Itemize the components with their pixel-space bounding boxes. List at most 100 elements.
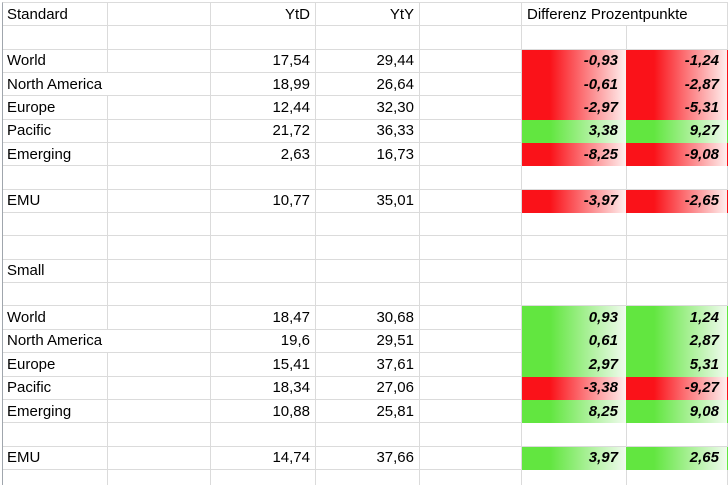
cell-empty[interactable] — [316, 283, 420, 307]
cell-empty[interactable] — [316, 423, 420, 447]
cell-empty[interactable] — [108, 469, 211, 485]
cell-empty[interactable] — [420, 166, 522, 190]
cell-empty[interactable] — [108, 166, 211, 190]
cell-empty[interactable] — [420, 469, 522, 485]
cell-empty[interactable] — [522, 236, 627, 260]
cell-ytd-value[interactable]: 18,34 — [211, 376, 316, 400]
cell-yty-value[interactable]: 36,33 — [316, 119, 420, 144]
cell-empty[interactable] — [627, 469, 728, 485]
cell-diff-ytd[interactable]: 3,38 — [522, 119, 627, 144]
cell-row-label[interactable]: Emerging — [3, 143, 108, 167]
cell-empty[interactable] — [627, 166, 728, 190]
cell-diff-yty[interactable]: 9,27 — [627, 119, 728, 144]
cell-section-label[interactable]: Small — [3, 259, 108, 284]
cell-row-label[interactable]: EMU — [3, 189, 108, 214]
cell-empty[interactable] — [108, 96, 211, 120]
cell-diff-yty[interactable]: 9,08 — [627, 399, 728, 424]
cell-empty[interactable] — [420, 353, 522, 377]
cell-empty[interactable] — [627, 283, 728, 307]
cell-empty[interactable] — [108, 446, 211, 470]
cell-diff-ytd[interactable]: 2,97 — [522, 353, 627, 377]
cell-empty[interactable] — [211, 26, 316, 50]
cell-yty-value[interactable]: 26,64 — [316, 73, 420, 97]
cell-empty[interactable] — [420, 259, 522, 284]
cell-empty[interactable] — [108, 236, 211, 260]
cell-empty[interactable] — [627, 26, 728, 50]
cell-diff-yty[interactable]: 5,31 — [627, 353, 728, 377]
cell-empty[interactable] — [3, 26, 108, 50]
cell-empty[interactable] — [420, 189, 522, 214]
cell-row-label[interactable]: Pacific — [3, 119, 108, 144]
cell-empty[interactable] — [211, 259, 316, 284]
cell-empty[interactable] — [420, 26, 522, 50]
cell-empty[interactable] — [3, 166, 108, 190]
cell-empty[interactable] — [316, 469, 420, 485]
cell-diff-yty[interactable]: -9,08 — [627, 143, 728, 167]
cell-empty[interactable] — [211, 469, 316, 485]
cell-row-label[interactable]: Europe — [3, 96, 108, 120]
cell-ytd-value[interactable]: 10,88 — [211, 399, 316, 424]
cell-yty-value[interactable]: 29,51 — [316, 329, 420, 354]
cell-row-label[interactable]: Pacific — [3, 376, 108, 400]
cell-empty[interactable] — [108, 3, 211, 27]
cell-empty[interactable] — [3, 283, 108, 307]
cell-row-label[interactable]: World — [3, 306, 108, 330]
cell-yty-value[interactable]: 25,81 — [316, 399, 420, 424]
cell-diff-ytd[interactable]: -8,25 — [522, 143, 627, 167]
cell-empty[interactable] — [522, 213, 627, 237]
cell-empty[interactable] — [627, 259, 728, 284]
cell-empty[interactable] — [522, 469, 627, 485]
cell-yty-value[interactable]: 37,61 — [316, 353, 420, 377]
cell-empty[interactable] — [316, 26, 420, 50]
cell-table-title[interactable]: Standard — [3, 3, 108, 27]
cell-empty[interactable] — [522, 259, 627, 284]
cell-diff-yty[interactable]: 2,87 — [627, 329, 728, 354]
cell-empty[interactable] — [3, 236, 108, 260]
cell-diff-ytd[interactable]: -2,97 — [522, 96, 627, 120]
cell-diff-yty[interactable]: -1,24 — [627, 49, 728, 74]
cell-row-label[interactable]: North America — [3, 329, 211, 354]
cell-diff-ytd[interactable]: -3,97 — [522, 189, 627, 214]
cell-header-yty[interactable]: YtY — [316, 3, 420, 27]
cell-yty-value[interactable]: 16,73 — [316, 143, 420, 167]
cell-empty[interactable] — [627, 213, 728, 237]
cell-row-label[interactable]: World — [3, 49, 108, 74]
cell-diff-yty[interactable]: 1,24 — [627, 306, 728, 330]
cell-yty-value[interactable]: 27,06 — [316, 376, 420, 400]
cell-empty[interactable] — [108, 26, 211, 50]
cell-ytd-value[interactable]: 18,47 — [211, 306, 316, 330]
cell-empty[interactable] — [316, 259, 420, 284]
cell-empty[interactable] — [627, 236, 728, 260]
cell-empty[interactable] — [522, 423, 627, 447]
cell-empty[interactable] — [108, 376, 211, 400]
cell-yty-value[interactable]: 30,68 — [316, 306, 420, 330]
cell-empty[interactable] — [420, 306, 522, 330]
cell-ytd-value[interactable]: 21,72 — [211, 119, 316, 144]
cell-empty[interactable] — [316, 213, 420, 237]
cell-diff-ytd[interactable]: 8,25 — [522, 399, 627, 424]
cell-empty[interactable] — [522, 283, 627, 307]
cell-empty[interactable] — [522, 26, 627, 50]
cell-empty[interactable] — [108, 399, 211, 424]
cell-diff-yty[interactable]: -5,31 — [627, 96, 728, 120]
cell-empty[interactable] — [108, 189, 211, 214]
cell-empty[interactable] — [3, 213, 108, 237]
cell-empty[interactable] — [420, 399, 522, 424]
cell-yty-value[interactable]: 35,01 — [316, 189, 420, 214]
cell-ytd-value[interactable]: 14,74 — [211, 446, 316, 470]
cell-diff-ytd[interactable]: 0,61 — [522, 329, 627, 354]
cell-row-label[interactable]: North America — [3, 73, 211, 97]
cell-empty[interactable] — [420, 236, 522, 260]
cell-row-label[interactable]: Europe — [3, 353, 108, 377]
cell-empty[interactable] — [420, 143, 522, 167]
cell-empty[interactable] — [420, 329, 522, 354]
cell-empty[interactable] — [211, 283, 316, 307]
cell-diff-ytd[interactable]: 0,93 — [522, 306, 627, 330]
cell-empty[interactable] — [108, 119, 211, 144]
cell-empty[interactable] — [108, 213, 211, 237]
cell-ytd-value[interactable]: 2,63 — [211, 143, 316, 167]
cell-diff-yty[interactable]: -9,27 — [627, 376, 728, 400]
cell-empty[interactable] — [420, 119, 522, 144]
cell-empty[interactable] — [108, 283, 211, 307]
cell-empty[interactable] — [420, 423, 522, 447]
